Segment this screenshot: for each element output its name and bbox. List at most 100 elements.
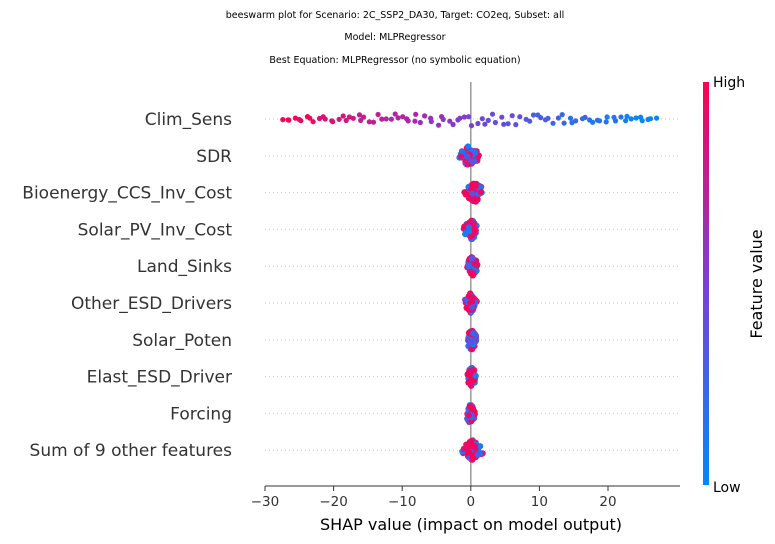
- swarm-point: [550, 120, 556, 126]
- swarm-point: [474, 262, 481, 269]
- swarm-point: [501, 121, 507, 127]
- x-tick-label: −20: [319, 494, 348, 510]
- swarm-point: [654, 115, 660, 121]
- swarm-point: [499, 114, 505, 120]
- swarm-point: [307, 115, 313, 121]
- swarm-point: [436, 122, 442, 128]
- swarm-point: [292, 115, 298, 121]
- swarm-point: [530, 112, 537, 118]
- swarm-point: [412, 118, 418, 124]
- swarm-point: [590, 119, 596, 125]
- swarm-point: [450, 121, 456, 128]
- swarm-point: [417, 119, 423, 126]
- swarm-point: [475, 120, 481, 127]
- swarm-point: [464, 161, 471, 168]
- swarm-point: [573, 118, 579, 124]
- swarm-point: [379, 116, 385, 122]
- x-tick-label: 0: [467, 494, 476, 510]
- swarm-point: [467, 440, 474, 447]
- swarm-point: [428, 118, 434, 125]
- x-tick-label: −10: [388, 494, 417, 510]
- swarm-point: [422, 113, 428, 119]
- swarm-point: [474, 196, 481, 203]
- feature-label: SDR: [196, 147, 232, 167]
- swarm-point: [392, 111, 398, 117]
- swarm-point: [618, 114, 624, 120]
- chart-title-line-3: Best Equation: MLPRegressor (no symbolic…: [269, 55, 521, 66]
- swarm-point: [470, 330, 477, 337]
- swarm-point: [477, 443, 484, 450]
- swarm-point: [482, 121, 488, 127]
- swarm-point: [461, 114, 467, 120]
- swarm-point: [343, 117, 349, 124]
- x-tick-label: −30: [251, 494, 280, 510]
- swarm-point: [489, 111, 496, 117]
- swarm-point: [477, 188, 484, 195]
- colorbar-low-label: Low: [713, 480, 741, 496]
- swarm-point: [538, 115, 544, 121]
- feature-label: Forcing: [170, 404, 232, 424]
- swarm-point: [492, 119, 498, 126]
- swarm-point: [361, 114, 367, 120]
- swarm-point: [468, 123, 475, 129]
- swarm-point: [545, 115, 551, 121]
- feature-label: Elast_ESD_Driver: [87, 368, 232, 388]
- swarm-point: [366, 119, 372, 125]
- swarm-point: [322, 116, 328, 122]
- colorbar-title: Feature value: [747, 229, 766, 338]
- x-tick-label: 20: [599, 494, 616, 510]
- swarm-point: [527, 118, 533, 124]
- swarm-point: [559, 112, 565, 118]
- swarm-point: [469, 454, 476, 461]
- x-axis-ticks: −30 −20 −10 0 10 20: [251, 486, 617, 510]
- chart-title-line-1: beeswarm plot for Scenario: 2C_SSP2_DA30…: [225, 10, 565, 21]
- swarm-point: [505, 121, 511, 127]
- swarm-point: [470, 294, 477, 301]
- swarm-point: [463, 444, 470, 451]
- feature-label: Solar_PV_Inv_Cost: [78, 220, 233, 240]
- swarm-point: [596, 118, 603, 124]
- swarm-point: [509, 113, 515, 119]
- swarm-point: [561, 120, 567, 126]
- swarm-point: [395, 115, 401, 121]
- swarm-point: [330, 119, 336, 125]
- swarm-point: [464, 153, 471, 160]
- swarm-point: [517, 114, 523, 120]
- swarm-point: [466, 114, 472, 120]
- swarm-point: [603, 119, 609, 125]
- swarm-point: [447, 118, 453, 124]
- swarm-point: [624, 113, 630, 119]
- swarm-point: [465, 263, 472, 270]
- swarm-points: [280, 111, 660, 463]
- swarm-point: [469, 377, 476, 384]
- swarm-point: [639, 118, 645, 124]
- swarm-point: [468, 382, 475, 389]
- swarm-point: [375, 111, 381, 118]
- swarm-point: [479, 116, 485, 122]
- swarm-point: [469, 255, 476, 262]
- x-axis-label: SHAP value (impact on model output): [320, 515, 622, 534]
- swarm-point: [604, 114, 610, 120]
- swarm-point: [469, 190, 476, 197]
- swarm-point: [466, 449, 473, 456]
- swarm-point: [413, 111, 419, 117]
- swarm-point: [623, 118, 629, 124]
- feature-label: Land_Sinks: [137, 257, 232, 277]
- feature-label: Solar_Poten: [132, 331, 232, 351]
- swarm-point: [469, 367, 476, 374]
- x-tick-label: 10: [531, 494, 548, 510]
- chart-title-line-2: Model: MLPRegressor: [344, 32, 446, 43]
- swarm-point: [612, 118, 619, 124]
- swarm-point: [465, 224, 472, 231]
- swarm-point: [513, 122, 519, 128]
- swarm-point: [388, 116, 394, 122]
- swarm-point: [469, 304, 476, 311]
- feature-label: Bioenergy_CCS_Inv_Cost: [22, 184, 232, 204]
- swarm-point: [383, 116, 389, 122]
- swarm-point: [582, 114, 588, 120]
- swarm-point: [485, 117, 491, 123]
- swarm-point: [463, 304, 470, 311]
- swarm-point: [286, 117, 292, 123]
- swarm-point: [298, 118, 304, 124]
